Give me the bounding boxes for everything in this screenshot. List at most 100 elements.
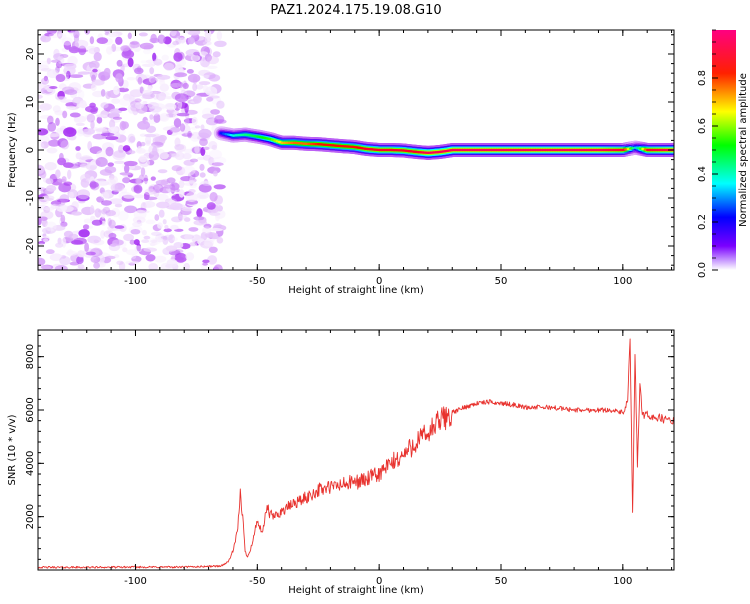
noise-blob [188,74,200,83]
noise-blob [146,220,156,225]
noise-blob [59,153,64,161]
noise-blob [157,35,165,44]
noise-blob [66,251,78,256]
noise-blob [105,210,116,216]
noise-blob [170,127,180,133]
noise-blob [80,164,88,168]
noise-blob [132,222,142,227]
noise-blob [203,147,209,150]
noise-blob [60,215,65,223]
noise-blob [164,228,172,232]
noise-blob [67,170,71,180]
noise-blob [81,157,92,161]
colorbar-tick-label: 0.2 [697,214,708,230]
noise-blob [97,37,108,44]
noise-blob [128,58,134,68]
noise-blob [69,234,79,240]
noise-blob [64,64,77,70]
noise-blob [106,46,113,54]
noise-blob [179,180,185,189]
noise-blob [167,259,178,268]
noise-blob [67,164,81,169]
noise-blob [76,256,84,264]
noise-blob [165,96,172,99]
noise-blob [139,32,148,36]
noise-blob [39,198,49,205]
noise-blob [194,220,208,226]
noise-blob [146,254,156,261]
colorbar-tick-label: 0.4 [697,166,708,182]
noise-blob [135,102,144,109]
noise-blob [129,226,143,235]
noise-blob [209,228,223,231]
noise-blob [69,192,74,199]
noise-blob [92,220,103,226]
noise-blob [199,164,204,171]
y-tick-label: -20 [25,238,36,254]
noise-blob [55,243,63,248]
noise-blob [49,86,57,89]
noise-blob [115,225,125,229]
noise-blob [198,54,203,63]
spectrogram-x-label: Height of straight line (km) [288,285,424,296]
noise-blob [66,106,76,109]
noise-blob [77,250,85,257]
noise-blob [149,106,162,112]
noise-blob [57,178,62,186]
noise-blob [192,117,198,126]
noise-blob [96,114,106,117]
noise-blob [101,192,110,200]
noise-blob [214,119,227,124]
noise-blob [105,256,115,260]
colorbar: 0.00.20.40.60.8 Normalized spectral ampl… [697,30,749,278]
noise-blob [83,224,89,229]
noise-blob [143,49,151,54]
noise-blob [55,118,60,126]
noise-blob [119,98,132,106]
noise-blob [123,194,135,198]
noise-blob [121,121,129,129]
noise-blob [210,109,220,115]
noise-blob [205,86,217,96]
noise-blob [207,202,216,210]
noise-blob [78,71,91,74]
noise-blob [174,144,184,150]
noise-blob [39,143,44,149]
noise-blob [83,128,95,134]
noise-blob [76,123,85,126]
noise-blob [154,256,166,263]
snr-y-label: SNR (10 * v/v) [7,414,18,485]
noise-blob [108,33,119,38]
noise-blob [43,207,54,211]
noise-blob [120,45,129,51]
noise-blob [163,236,168,241]
noise-blob [214,184,226,189]
noise-blob [142,64,155,67]
noise-blob [142,90,153,95]
noise-blob [172,41,179,45]
noise-blob [188,189,195,193]
noise-blob [75,40,89,49]
noise-blob [48,122,57,132]
noise-blob [94,52,102,61]
noise-blob [112,239,124,245]
x-tick-label: 100 [613,276,632,287]
noise-blob [170,225,178,230]
noise-blob [213,171,218,177]
noise-blob [124,164,129,173]
snr-x-label: Height of straight line (km) [288,585,424,596]
noise-blob [105,136,118,140]
noise-blob [134,210,147,220]
noise-blob [156,92,166,101]
noise-blob [91,84,97,91]
noise-blob [151,232,162,236]
noise-blob [203,41,212,46]
noise-blob [78,229,89,237]
y-tick-label: 10 [25,96,36,109]
noise-blob [127,134,135,144]
noise-blob [177,82,183,86]
noise-blob [143,248,157,252]
noise-blob [115,37,122,45]
noise-blob [144,134,156,138]
